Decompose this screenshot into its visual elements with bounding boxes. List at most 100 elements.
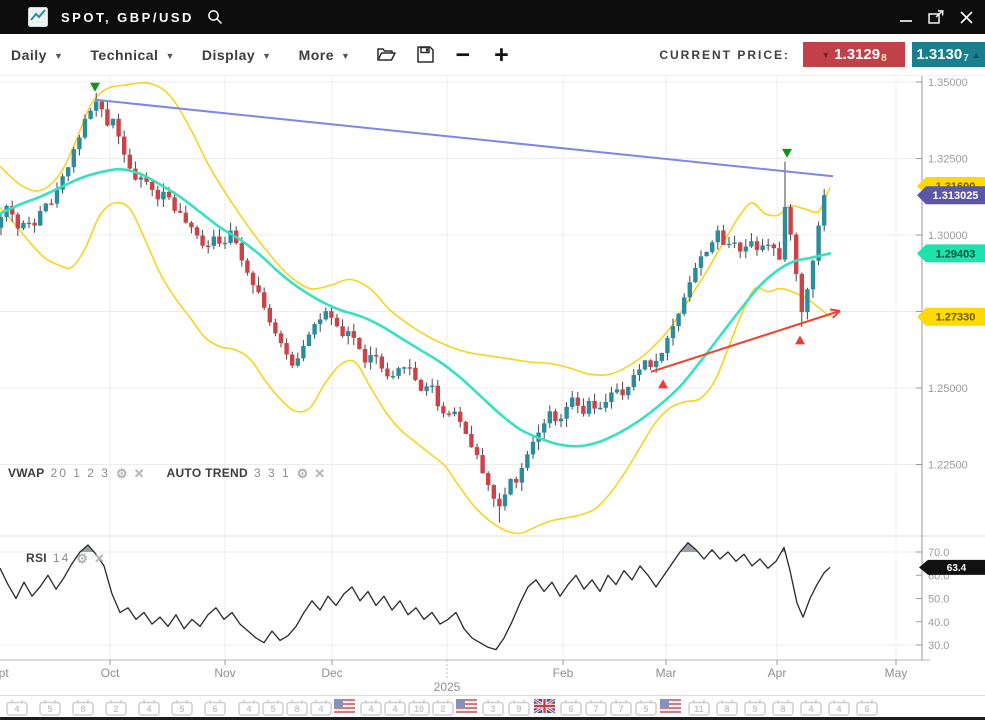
svg-text:10: 10 (414, 704, 424, 714)
gear-icon[interactable]: ⚙ (115, 465, 128, 481)
svg-text:4: 4 (146, 704, 151, 714)
event-flag-us-icon[interactable] (334, 699, 355, 718)
svg-text:8: 8 (294, 704, 299, 714)
menu-daily[interactable]: Daily ▼ (11, 47, 63, 63)
remove-indicator-icon[interactable]: ✕ (93, 550, 105, 566)
svg-text:8: 8 (80, 704, 85, 714)
zoom-in-button[interactable]: + (494, 40, 509, 69)
rsi-name: RSI (26, 551, 47, 565)
svg-text:Mar: Mar (656, 666, 677, 680)
event-calendar-icon[interactable]: 4 (138, 699, 160, 721)
event-calendar-icon[interactable]: 5 (262, 699, 284, 721)
event-calendar-icon[interactable]: 6 (856, 699, 878, 721)
svg-text:1.29403: 1.29403 (936, 248, 976, 260)
event-calendar-icon[interactable]: 8 (716, 699, 738, 721)
event-calendar-icon[interactable]: 6 (204, 699, 226, 721)
event-calendar-icon[interactable]: 5 (39, 699, 61, 721)
event-calendar-icon[interactable]: 11 (688, 699, 710, 721)
event-calendar-icon[interactable]: 8 (286, 699, 308, 721)
svg-text:5: 5 (47, 704, 52, 714)
svg-text:8: 8 (724, 704, 729, 714)
gear-icon[interactable]: ⚙ (76, 550, 88, 566)
chevron-down-icon: ▼ (262, 50, 272, 61)
event-flag-us-icon[interactable] (660, 699, 681, 718)
folder-open-icon (377, 48, 397, 61)
event-calendar-icon[interactable]: 5 (171, 699, 193, 721)
event-calendar-icon[interactable]: 7 (585, 699, 607, 721)
svg-text:4: 4 (836, 704, 841, 714)
svg-text:7: 7 (618, 704, 623, 714)
event-calendar-icon[interactable]: 4 (828, 699, 850, 721)
event-calendar-icon[interactable]: 9 (508, 699, 530, 721)
event-calendar-icon[interactable]: 4 (238, 699, 260, 721)
rsi-indicator-label[interactable]: RSI 14 ⚙ ✕ (26, 551, 105, 565)
search-icon[interactable] (207, 9, 223, 25)
event-calendar-icon[interactable]: 2 (432, 699, 454, 721)
event-flag-uk-icon[interactable] (533, 697, 556, 718)
vwap-bands (0, 82, 831, 535)
svg-text:4: 4 (318, 704, 323, 714)
svg-text:1.30000: 1.30000 (928, 230, 968, 242)
svg-text:May: May (885, 666, 908, 680)
zoom-out-button[interactable]: − (455, 40, 471, 69)
svg-text:2: 2 (113, 704, 118, 714)
event-calendar-icon[interactable]: 4 (360, 699, 382, 721)
event-calendar-icon[interactable]: 5 (635, 699, 657, 721)
chevron-down-icon: ▼ (341, 50, 351, 61)
event-flag-us-icon[interactable] (456, 699, 477, 718)
svg-text:1.27330: 1.27330 (936, 312, 976, 324)
chart-area[interactable]: 1.350001.325001.300001.275001.250001.225… (0, 76, 985, 720)
svg-text:30.0: 30.0 (928, 640, 949, 652)
open-layout-button[interactable] (377, 47, 397, 62)
save-layout-button[interactable] (417, 46, 435, 63)
close-button[interactable] (960, 10, 973, 24)
event-calendar-icon[interactable]: 10 (408, 699, 430, 721)
event-calendar-icon[interactable]: 5 (744, 699, 766, 721)
minimize-button[interactable] (900, 11, 913, 23)
remove-indicator-icon[interactable]: ✕ (314, 465, 326, 481)
menu-technical[interactable]: Technical ▼ (90, 47, 174, 63)
axis-labels: 1.350001.325001.300001.275001.250001.225… (0, 77, 968, 694)
svg-text:7: 7 (593, 704, 598, 714)
svg-text:11: 11 (694, 704, 704, 714)
menu-display-label: Display (201, 46, 256, 63)
app-logo-icon (28, 7, 48, 27)
event-calendar-icon[interactable]: 4 (6, 699, 28, 721)
remove-indicator-icon[interactable]: ✕ (133, 465, 145, 481)
title-bar: SPOT, GBP/USD (0, 0, 985, 34)
svg-text:6: 6 (864, 704, 869, 714)
event-calendar-icon[interactable]: 8 (772, 699, 794, 721)
svg-text:2025: 2025 (434, 680, 461, 694)
vwap-indicator-label[interactable]: VWAP 20 1 2 3 ⚙ ✕ (8, 466, 144, 480)
svg-text:Feb: Feb (553, 666, 574, 680)
svg-text:2: 2 (440, 704, 445, 714)
autotrend-indicator-label[interactable]: AUTO TREND 3 3 1 ⚙ ✕ (166, 466, 325, 480)
event-calendar-icon[interactable]: 2 (105, 699, 127, 721)
popout-button[interactable] (928, 10, 945, 24)
ask-price-badge: 1.3130 7 ▲ (912, 42, 985, 67)
event-calendar-icon[interactable]: 6 (560, 699, 582, 721)
window-controls (900, 10, 973, 24)
svg-text:9: 9 (516, 704, 521, 714)
save-icon (417, 46, 435, 63)
event-calendar-icon[interactable]: 7 (610, 699, 632, 721)
svg-text:70.0: 70.0 (928, 547, 949, 559)
svg-text:Nov: Nov (214, 666, 235, 680)
menu-more[interactable]: More ▼ (299, 47, 351, 63)
event-calendar-icon[interactable]: 4 (384, 699, 406, 721)
indicator-labels-row: VWAP 20 1 2 3 ⚙ ✕ AUTO TREND 3 3 1 ⚙ ✕ (8, 466, 341, 480)
event-calendar-icon[interactable]: 8 (72, 699, 94, 721)
event-calendar-icon[interactable]: 4 (310, 699, 332, 721)
chart-canvas[interactable]: 1.350001.325001.300001.275001.250001.225… (0, 76, 985, 695)
event-calendar-icon[interactable]: 3 (482, 699, 504, 721)
menu-display[interactable]: Display ▼ (202, 47, 272, 63)
menu-technical-label: Technical (90, 46, 159, 63)
svg-text:8: 8 (780, 704, 785, 714)
svg-text:4: 4 (368, 704, 373, 714)
bid-price-badge: ▼ 1.3129 8 (803, 42, 905, 67)
svg-text:1.35000: 1.35000 (928, 77, 968, 89)
gear-icon[interactable]: ⚙ (296, 465, 309, 481)
svg-text:4: 4 (392, 704, 397, 714)
ask-price-pip: 7 (963, 53, 969, 64)
event-calendar-icon[interactable]: 4 (800, 699, 822, 721)
